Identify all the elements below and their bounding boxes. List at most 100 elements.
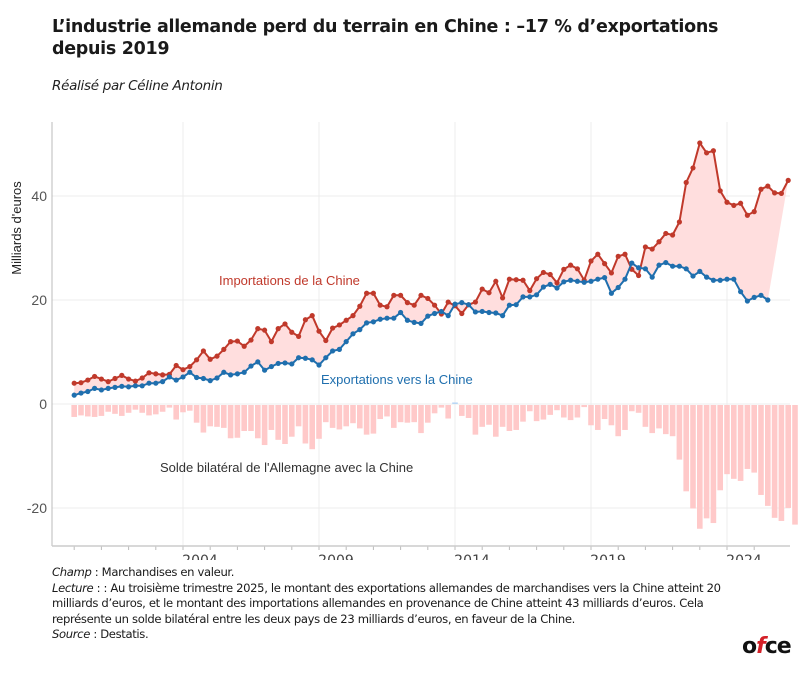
imports-point [391,292,397,298]
exports-point [296,355,302,361]
imports-point [228,339,234,345]
balance-bar [724,405,730,475]
imports-point [160,372,166,378]
exports-point [336,346,342,352]
exports-point [656,262,662,268]
series-lines [71,140,791,398]
exports-point [282,360,288,366]
imports-point [744,212,751,218]
balance-bar [785,405,791,508]
balance-bar [309,405,315,450]
imports-point [785,177,791,183]
imports-point [731,202,737,208]
exports-point [744,298,751,304]
exports-point [466,302,472,308]
x-tick-label: 2024 [726,553,762,560]
exports-point [207,378,213,384]
imports-point [296,333,302,339]
exports-point [663,259,669,266]
exports-point [98,387,104,393]
balance-bar [255,405,261,439]
imports-point [126,376,132,382]
balance-bar [411,405,417,423]
balance-bar [554,405,560,411]
balance-bar [751,405,757,473]
imports-point [540,269,547,276]
balance-bar [683,405,689,492]
exports-point [364,320,370,326]
balance-bar [438,405,445,408]
balance-bar [85,405,91,417]
exports-point [214,375,220,381]
balance-bars [71,402,798,529]
imports-point [316,328,322,334]
x-tick-label: 2014 [454,553,490,560]
balance-annotation: Solde bilatéral de l'Allemagne avec la C… [160,460,413,475]
imports-point [676,219,683,225]
exports-point [187,369,193,375]
exports-point [357,327,363,333]
imports-point [459,310,465,317]
exports-point [520,294,526,300]
exports-point [486,309,492,316]
imports-annotation: Importations de la Chine [219,273,360,288]
exports-point [547,281,553,287]
balance-bar [697,405,703,529]
imports-point [112,375,118,382]
exports-point [602,275,608,281]
exports-point [404,317,410,323]
exports-point [132,383,138,389]
balance-bar [690,405,696,509]
imports-point [194,357,200,363]
imports-point [364,290,370,296]
imports-exports-gap-fill [74,143,789,396]
imports-point [241,343,247,349]
balance-bar [159,405,166,412]
imports-point [214,353,220,359]
exports-point [119,383,125,389]
exports-point [126,384,132,390]
balance-bar [574,405,581,418]
exports-point [649,274,655,280]
imports-point [221,346,227,352]
balance-bar [316,405,322,439]
imports-point [588,258,594,264]
balance-bar [119,405,125,416]
balance-bar [377,405,383,420]
balance-bar [765,405,771,506]
exports-point [234,371,240,377]
balance-bar [493,405,499,437]
exports-point [690,273,696,279]
balance-bar [275,405,281,440]
imports-point [98,376,104,382]
imports-point [472,299,478,305]
balance-bar [78,405,84,416]
exports-point [85,388,91,395]
balance-bar [146,405,152,416]
balance-bar [91,405,98,417]
imports-point [262,327,268,333]
balance-bar [98,405,105,416]
balance-bar [629,405,635,412]
exports-point [540,284,547,290]
imports-point [561,266,567,272]
balance-bar [404,405,411,423]
balance-bar [656,405,662,429]
balance-bar [241,405,247,431]
exports-point [574,278,581,284]
imports-point [105,379,111,385]
exports-point [160,379,166,385]
exports-point [78,390,84,396]
imports-point [432,302,438,308]
balance-bar [513,405,519,430]
balance-bar [595,405,601,430]
imports-point [642,244,649,250]
exports-point [105,385,111,391]
balance-bar [343,405,349,427]
imports-point [377,302,383,308]
balance-bar [581,405,587,408]
x-tick-label: 2004 [182,553,218,560]
exports-point [316,362,322,368]
imports-point [85,377,91,383]
imports-point [119,372,125,378]
